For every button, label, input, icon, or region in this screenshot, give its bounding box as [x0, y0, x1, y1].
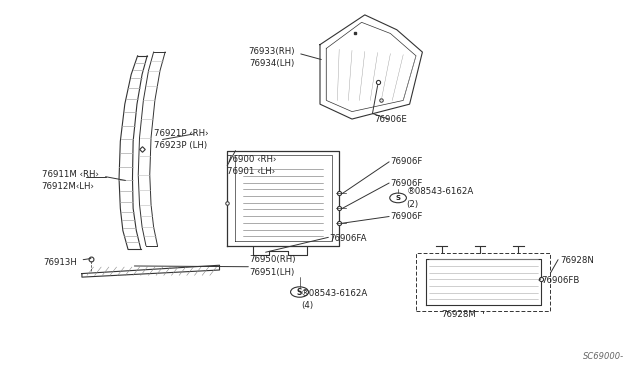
Text: 76950(RH)
76951(LH): 76950(RH) 76951(LH) — [250, 255, 296, 277]
Text: 76906FB: 76906FB — [541, 276, 579, 285]
Text: 76928N: 76928N — [560, 256, 594, 265]
Text: ®08543-6162A
(4): ®08543-6162A (4) — [301, 289, 368, 310]
Text: 76911M ‹RH›
76912M‹LH›: 76911M ‹RH› 76912M‹LH› — [42, 170, 99, 191]
Text: 76928M: 76928M — [442, 310, 476, 319]
Text: S: S — [297, 288, 302, 296]
Text: 76906FA: 76906FA — [330, 234, 367, 243]
Text: 76906E: 76906E — [374, 115, 407, 124]
Text: ®08543-6162A
(2): ®08543-6162A (2) — [406, 187, 474, 209]
Text: 76913H: 76913H — [43, 258, 77, 267]
Text: 76921P ‹RH›
76923P (LH): 76921P ‹RH› 76923P (LH) — [154, 129, 208, 150]
Text: 76900 ‹RH›
76901 ‹LH›: 76900 ‹RH› 76901 ‹LH› — [227, 155, 276, 176]
Text: 76906F: 76906F — [390, 212, 423, 221]
Text: S: S — [396, 195, 401, 201]
Text: 76906F: 76906F — [390, 179, 423, 187]
Text: 76906F: 76906F — [390, 157, 423, 166]
Text: 76933(RH)
76934(LH): 76933(RH) 76934(LH) — [248, 47, 294, 68]
Text: SC69000-: SC69000- — [583, 352, 624, 361]
